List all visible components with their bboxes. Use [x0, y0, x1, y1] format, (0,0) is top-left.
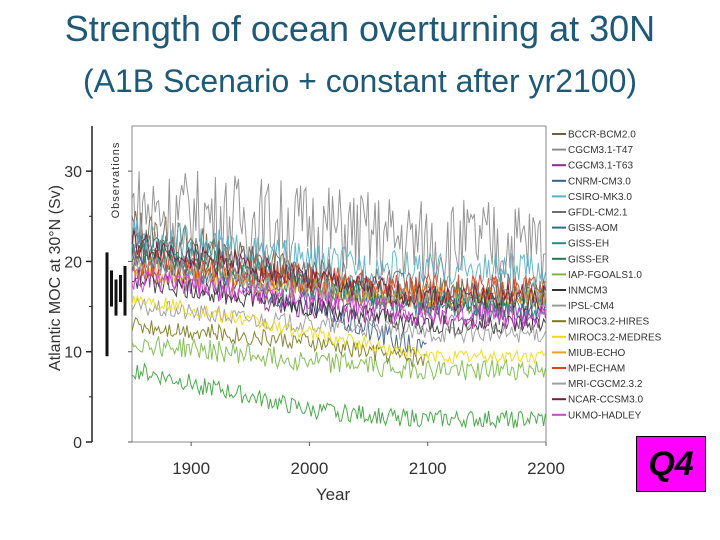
legend-label: GISS-AOM	[568, 223, 618, 234]
x-tick-label: 2200	[527, 459, 565, 478]
legend-label: MIROC3.2-MEDRES	[568, 332, 662, 343]
legend-label: IPSL-CM4	[568, 301, 615, 312]
legend-label: GFDL-CM2.1	[568, 208, 628, 219]
series-line	[131, 294, 546, 365]
legend-label: CNRM-CM3.0	[568, 176, 631, 187]
series-line	[131, 336, 546, 381]
legend-label: GISS-ER	[568, 254, 609, 265]
x-axis-label: Year	[316, 485, 351, 504]
legend-label: MPI-ECHAM	[568, 364, 625, 375]
series-line	[131, 297, 546, 345]
legend-label: MIROC3.2-HIRES	[568, 317, 649, 328]
axes-group: 0 10 20 30 1900 2000 2100 2200	[64, 126, 565, 478]
observations-group	[105, 252, 127, 357]
series-line	[131, 230, 546, 312]
series-line	[131, 244, 427, 357]
series-line	[131, 362, 546, 430]
y-tick-label: 10	[64, 345, 82, 362]
y-axis-label: Atlantic MOC at 30°N (Sv)	[47, 185, 64, 371]
legend-label: BCCR-BCM2.0	[568, 130, 636, 141]
series-group	[131, 170, 546, 430]
legend-label: CSIRO-MK3.0	[568, 192, 632, 203]
y-tick-label: 20	[64, 254, 82, 271]
x-tick-label: 2000	[291, 459, 329, 478]
page-subtitle: (A1B Scenario + constant after yr2100)	[82, 63, 638, 99]
legend-label: GISS-EH	[568, 239, 609, 250]
legend-label: INMCM3	[568, 286, 608, 297]
legend-label: IAP-FGOALS1.0	[568, 270, 642, 281]
q4-badge: Q4	[636, 436, 706, 492]
y-tick-label: 30	[64, 164, 82, 181]
legend-label: MIUB-ECHO	[568, 348, 625, 359]
legend-label: UKMO-HADLEY	[568, 410, 642, 421]
legend-label: CGCM3.1-T63	[568, 161, 633, 172]
series-line	[131, 268, 546, 329]
y-tick-label: 0	[73, 435, 82, 452]
legend: BCCR-BCM2.0 CGCM3.1-T47 CGCM3.1-T63 CNRM-CM…	[552, 130, 662, 421]
series-line	[131, 270, 546, 337]
legend-label: MRI-CGCM2.3.2	[568, 379, 643, 390]
observations-label: Observations	[110, 142, 122, 219]
legend-label: CGCM3.1-T47	[568, 145, 633, 156]
series-line	[131, 252, 546, 309]
legend-label: NCAR-CCSM3.0	[568, 395, 643, 406]
x-tick-label: 2100	[409, 459, 447, 478]
series-line	[131, 218, 546, 288]
x-tick-label: 1900	[172, 459, 210, 478]
page-title: Strength of ocean overturning at 30N	[64, 8, 656, 49]
